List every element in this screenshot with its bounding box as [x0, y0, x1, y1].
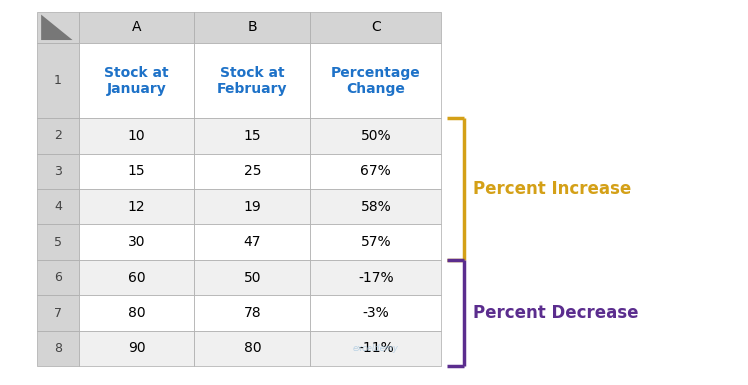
Bar — [194, 331, 310, 366]
Bar — [310, 12, 441, 43]
Bar — [310, 260, 441, 295]
Text: 4: 4 — [54, 200, 62, 213]
Text: 3: 3 — [54, 165, 62, 178]
Bar — [37, 43, 79, 118]
Text: Percentage
Change: Percentage Change — [331, 65, 420, 96]
Bar — [194, 260, 310, 295]
Bar — [37, 118, 79, 154]
Bar — [79, 331, 194, 366]
Text: 67%: 67% — [361, 164, 391, 178]
Bar — [194, 118, 310, 154]
Text: 78: 78 — [244, 306, 261, 320]
Text: Stock at
February: Stock at February — [217, 65, 288, 96]
Text: 80: 80 — [244, 341, 261, 355]
Text: 80: 80 — [128, 306, 145, 320]
Bar — [37, 154, 79, 189]
Text: 15: 15 — [128, 164, 145, 178]
Bar — [37, 224, 79, 260]
Text: exceldemy: exceldemy — [353, 344, 399, 353]
Text: 12: 12 — [128, 200, 145, 214]
Bar — [310, 295, 441, 331]
Text: 8: 8 — [54, 342, 62, 355]
Text: -11%: -11% — [358, 341, 393, 355]
Bar — [37, 189, 79, 224]
Bar — [310, 189, 441, 224]
Bar — [79, 43, 194, 118]
Bar — [79, 260, 194, 295]
Text: 19: 19 — [244, 200, 261, 214]
Bar — [310, 154, 441, 189]
Text: 58%: 58% — [361, 200, 391, 214]
Bar — [79, 118, 194, 154]
Bar — [194, 224, 310, 260]
Polygon shape — [41, 15, 73, 40]
Text: Stock at
January: Stock at January — [104, 65, 169, 96]
Text: 10: 10 — [128, 129, 145, 143]
Text: C: C — [371, 20, 381, 34]
Text: Percent Decrease: Percent Decrease — [473, 304, 638, 322]
Text: 2: 2 — [54, 129, 62, 142]
Text: 30: 30 — [128, 235, 145, 249]
Text: A: A — [132, 20, 141, 34]
Bar — [37, 331, 79, 366]
Bar — [194, 189, 310, 224]
Text: 6: 6 — [54, 271, 62, 284]
Bar — [310, 331, 441, 366]
Text: 1: 1 — [54, 74, 62, 87]
Bar — [79, 224, 194, 260]
Text: 7: 7 — [54, 306, 62, 320]
Bar — [37, 260, 79, 295]
Text: 57%: 57% — [361, 235, 391, 249]
Bar — [79, 189, 194, 224]
Text: 50%: 50% — [361, 129, 391, 143]
Bar — [310, 43, 441, 118]
Text: Percent Increase: Percent Increase — [473, 180, 631, 198]
Bar — [194, 295, 310, 331]
Text: 50: 50 — [244, 271, 261, 285]
Text: 15: 15 — [244, 129, 261, 143]
Bar — [194, 154, 310, 189]
Text: 25: 25 — [244, 164, 261, 178]
Bar — [310, 118, 441, 154]
Text: 90: 90 — [128, 341, 145, 355]
Bar — [79, 295, 194, 331]
Bar — [37, 295, 79, 331]
Bar — [79, 12, 194, 43]
Bar — [79, 154, 194, 189]
Text: B: B — [248, 20, 257, 34]
Bar — [310, 224, 441, 260]
Bar — [194, 43, 310, 118]
Text: 60: 60 — [128, 271, 145, 285]
Bar — [194, 12, 310, 43]
Text: -17%: -17% — [358, 271, 393, 285]
Bar — [37, 12, 79, 43]
Text: 47: 47 — [244, 235, 261, 249]
Text: 5: 5 — [54, 236, 62, 249]
Text: -3%: -3% — [363, 306, 389, 320]
